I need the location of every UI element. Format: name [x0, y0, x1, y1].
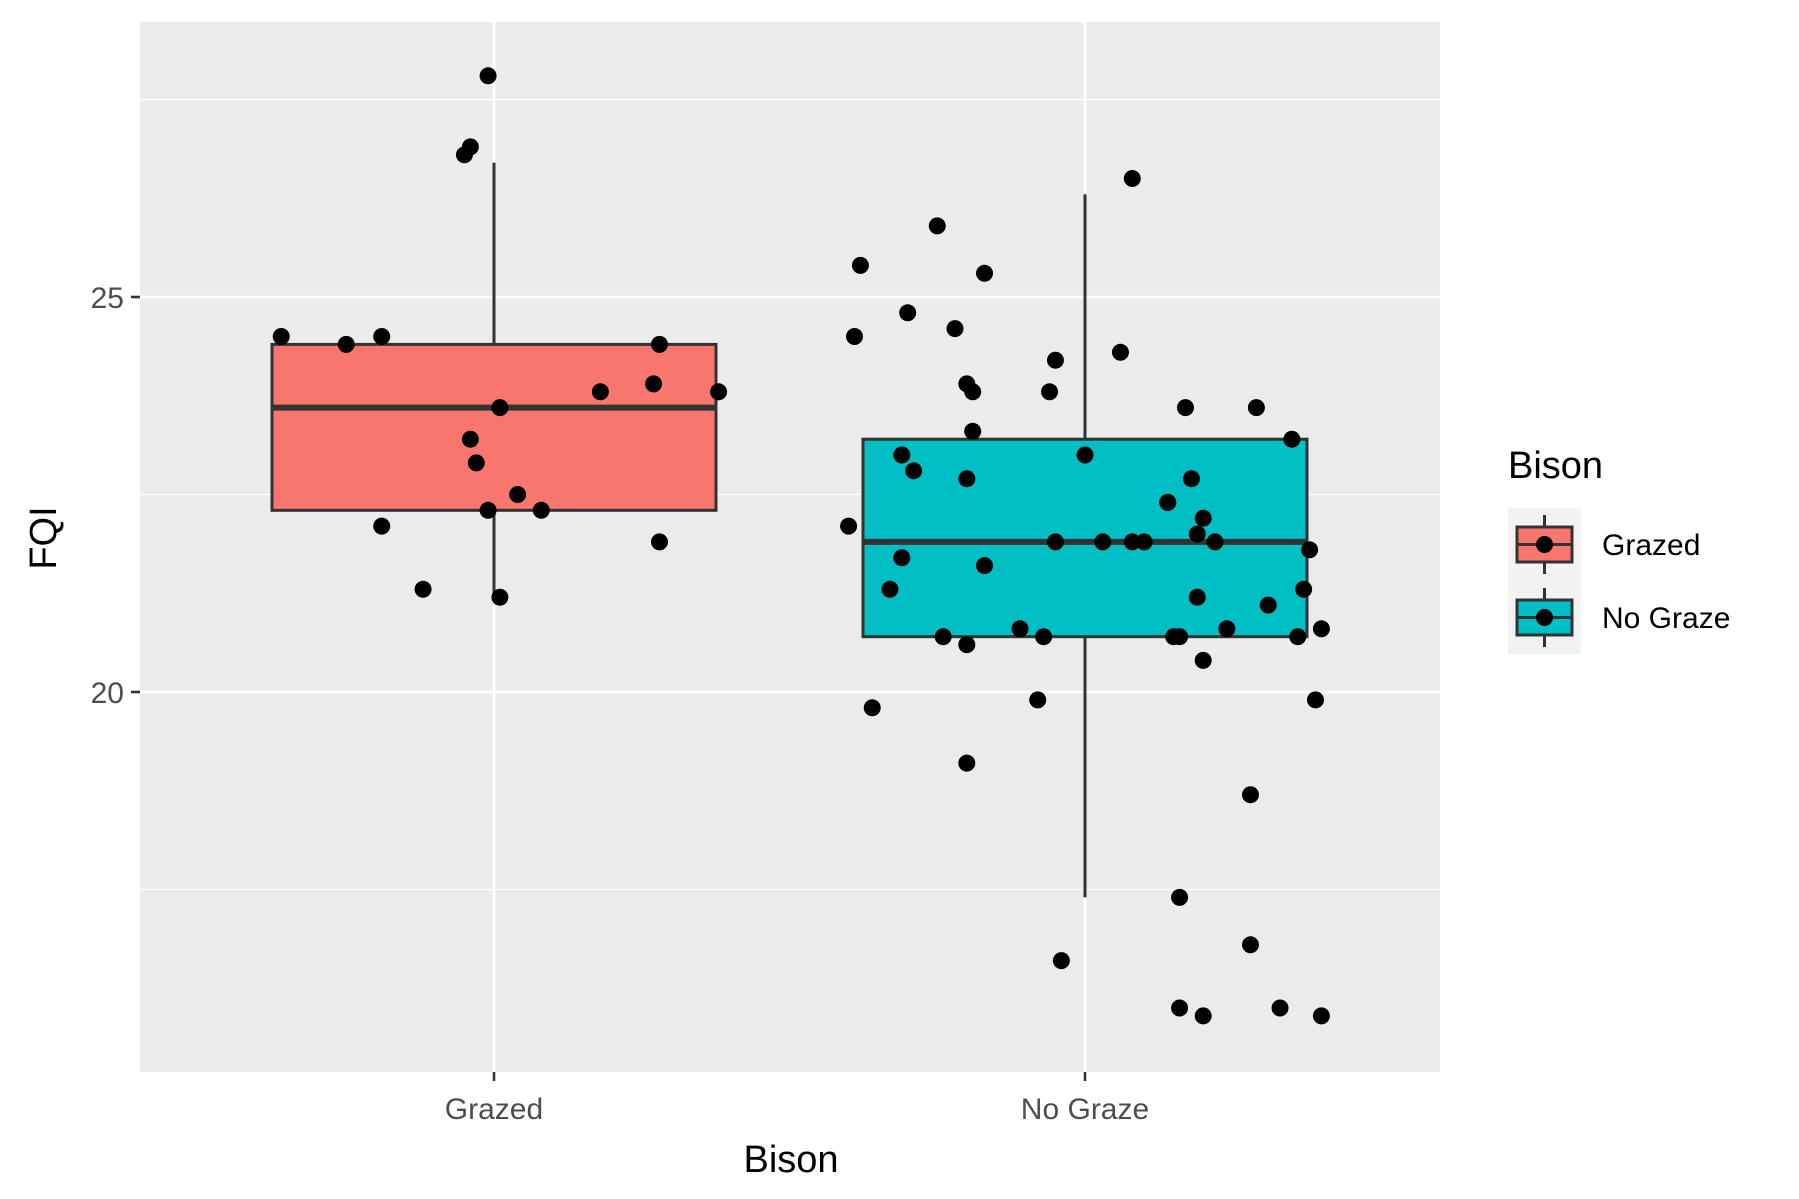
data-point	[928, 217, 946, 235]
data-point	[272, 328, 290, 345]
data-point	[1247, 399, 1265, 417]
data-points	[272, 67, 1330, 1025]
y-axis-title: FQI	[23, 506, 65, 569]
data-point	[863, 699, 881, 717]
legend-label: Grazed	[1602, 529, 1700, 562]
box-body	[861, 437, 1309, 639]
x-axis-title: Bison	[743, 1139, 838, 1181]
legend: Bison Grazed No Graze	[1508, 445, 1730, 654]
data-point	[976, 557, 994, 575]
box-1	[270, 162, 718, 598]
data-point	[509, 486, 527, 503]
data-point	[1076, 446, 1094, 464]
legend-label: No Graze	[1602, 602, 1730, 635]
data-point	[958, 754, 976, 772]
data-point	[1312, 620, 1330, 638]
data-point	[414, 580, 432, 598]
data-point	[591, 383, 609, 401]
boxes	[270, 162, 1309, 898]
data-point	[373, 517, 391, 535]
data-point	[1218, 620, 1236, 638]
data-point	[650, 533, 668, 551]
data-point	[1046, 351, 1064, 369]
data-point	[946, 320, 964, 338]
data-point	[1295, 580, 1313, 598]
y-tick-label: 20	[91, 677, 124, 710]
data-point	[479, 67, 497, 85]
data-point	[1306, 691, 1324, 709]
data-point	[1052, 952, 1070, 970]
data-point	[1194, 651, 1212, 669]
data-point	[479, 501, 497, 519]
data-point	[899, 304, 917, 322]
legend-key-point	[1536, 536, 1553, 553]
data-point	[650, 335, 668, 353]
legend-key-point	[1536, 609, 1553, 626]
legend-title: Bison	[1508, 445, 1603, 487]
data-point	[964, 422, 982, 440]
data-point	[1171, 628, 1189, 646]
data-point	[1135, 533, 1153, 551]
data-point	[893, 446, 911, 464]
legend-entry-2: No Graze	[1508, 581, 1730, 654]
data-point	[1094, 533, 1112, 551]
data-point	[467, 454, 485, 472]
axes: 20 25 Grazed No Graze	[91, 282, 1150, 1126]
data-point	[1041, 383, 1059, 401]
data-point	[1194, 1007, 1212, 1025]
data-point	[893, 549, 911, 567]
data-point	[1123, 170, 1141, 187]
x-tick-label: Grazed	[445, 1093, 543, 1126]
data-point	[1271, 999, 1289, 1017]
data-point	[1182, 470, 1200, 488]
data-point	[964, 383, 982, 401]
data-point	[1029, 691, 1047, 709]
data-point	[1289, 628, 1307, 646]
data-point	[532, 501, 550, 519]
data-point	[1259, 596, 1277, 614]
data-point	[881, 580, 899, 598]
data-point	[461, 430, 479, 448]
data-point	[373, 328, 391, 345]
data-point	[1111, 343, 1129, 361]
data-point	[1171, 999, 1189, 1017]
data-point	[337, 335, 355, 353]
data-point	[905, 462, 923, 480]
data-point	[645, 375, 663, 393]
data-point	[846, 328, 864, 345]
data-point	[1159, 493, 1177, 511]
data-point	[1194, 509, 1212, 527]
data-point	[1011, 620, 1029, 638]
data-point	[1312, 1007, 1330, 1025]
data-point	[1035, 628, 1053, 646]
data-point	[461, 138, 479, 156]
x-tick-label: No Graze	[1021, 1093, 1149, 1126]
data-point	[1241, 936, 1259, 954]
data-point	[958, 636, 976, 654]
data-point	[851, 256, 869, 274]
data-point	[976, 264, 994, 282]
box-body	[270, 342, 718, 512]
data-point	[1188, 525, 1206, 543]
data-point	[1206, 533, 1224, 551]
data-point	[1241, 786, 1259, 804]
data-point	[1188, 588, 1206, 606]
y-tick-label: 25	[91, 282, 124, 315]
data-point	[840, 517, 858, 535]
legend-entry-1: Grazed	[1508, 508, 1700, 581]
data-point	[1301, 541, 1319, 559]
data-point	[1171, 888, 1189, 906]
data-point	[1176, 399, 1194, 417]
data-point	[491, 588, 509, 606]
data-point	[958, 470, 976, 488]
data-point	[934, 628, 952, 646]
box-2	[861, 194, 1309, 898]
data-point	[491, 399, 509, 417]
data-point	[1123, 533, 1141, 551]
data-point	[710, 383, 728, 401]
data-point	[1046, 533, 1064, 551]
data-point	[1283, 430, 1301, 448]
